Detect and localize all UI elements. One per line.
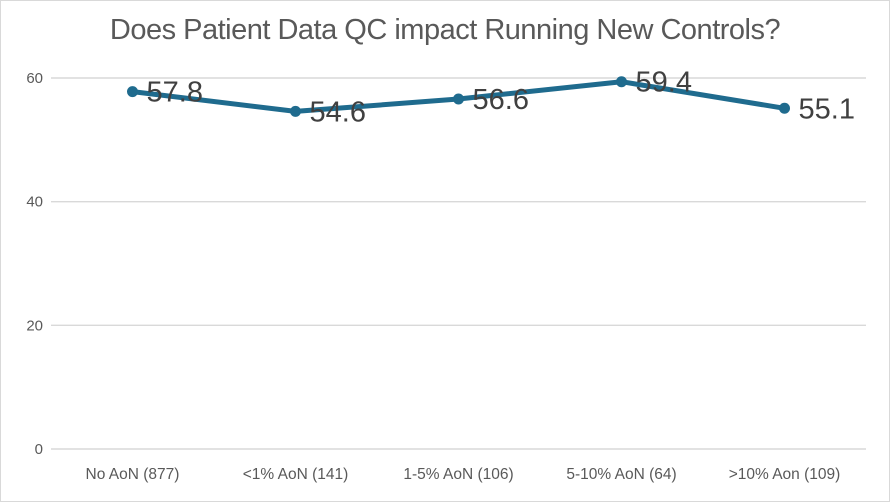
data-label: 59.4 — [636, 67, 692, 99]
data-label: 54.6 — [310, 96, 366, 128]
x-axis-tick-label: >10% Aon (109) — [729, 466, 841, 483]
data-point-marker — [453, 93, 464, 105]
data-point-marker — [779, 102, 790, 114]
x-axis-tick-label: <1% AoN (141) — [243, 466, 349, 483]
x-axis-tick-label: 1-5% AoN (106) — [403, 466, 513, 483]
y-axis-tick-label: 0 — [35, 441, 43, 458]
y-axis-tick-label: 40 — [26, 194, 43, 211]
data-point-marker — [290, 105, 301, 117]
data-point-marker — [616, 76, 627, 88]
data-point-marker — [127, 86, 138, 98]
y-axis-tick-label: 20 — [26, 317, 43, 334]
x-axis-tick-label: 5-10% AoN (64) — [566, 466, 676, 483]
chart-title: Does Patient Data QC impact Running New … — [109, 14, 781, 46]
data-label: 57.8 — [147, 77, 203, 109]
x-axis-tick-label: No AoN (877) — [86, 466, 180, 483]
data-label: 56.6 — [473, 84, 529, 116]
data-label: 55.1 — [799, 93, 855, 125]
y-axis-tick-label: 60 — [26, 70, 43, 87]
